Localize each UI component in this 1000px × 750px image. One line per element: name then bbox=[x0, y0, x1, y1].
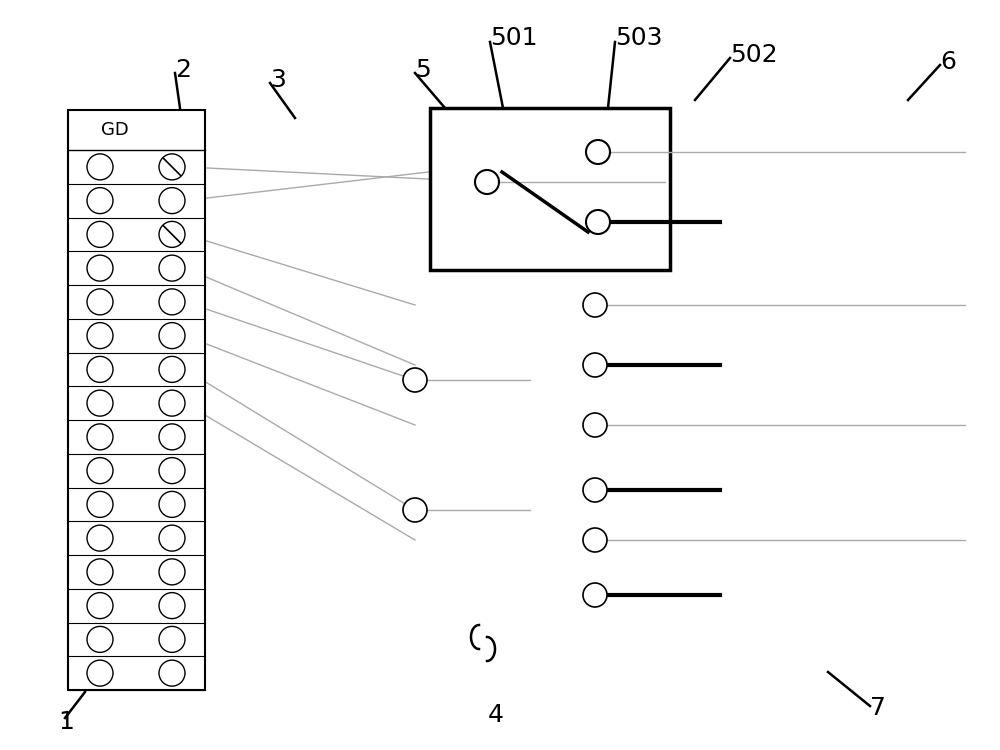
Circle shape bbox=[87, 390, 113, 416]
Text: 502: 502 bbox=[730, 43, 778, 67]
Text: 501: 501 bbox=[490, 26, 538, 50]
Circle shape bbox=[87, 491, 113, 517]
Text: 1: 1 bbox=[58, 710, 74, 734]
Text: 2: 2 bbox=[175, 58, 191, 82]
Circle shape bbox=[583, 528, 607, 552]
Circle shape bbox=[475, 170, 499, 194]
Circle shape bbox=[586, 210, 610, 234]
Circle shape bbox=[87, 525, 113, 551]
Text: 5: 5 bbox=[415, 58, 431, 82]
Circle shape bbox=[87, 660, 113, 686]
Circle shape bbox=[159, 626, 185, 652]
Bar bbox=[430, 108, 670, 270]
Circle shape bbox=[583, 478, 607, 502]
Circle shape bbox=[159, 458, 185, 484]
Circle shape bbox=[159, 221, 185, 248]
Circle shape bbox=[159, 525, 185, 551]
Circle shape bbox=[87, 559, 113, 585]
Bar bbox=[68, 110, 205, 690]
Text: 7: 7 bbox=[870, 696, 886, 720]
Circle shape bbox=[87, 322, 113, 349]
Text: 4: 4 bbox=[488, 703, 504, 727]
Circle shape bbox=[87, 424, 113, 450]
Circle shape bbox=[159, 188, 185, 214]
Circle shape bbox=[159, 289, 185, 315]
Circle shape bbox=[87, 255, 113, 281]
Circle shape bbox=[159, 559, 185, 585]
Circle shape bbox=[159, 356, 185, 382]
Circle shape bbox=[87, 289, 113, 315]
Circle shape bbox=[87, 356, 113, 382]
Text: GD: GD bbox=[101, 121, 129, 139]
Circle shape bbox=[583, 583, 607, 607]
Circle shape bbox=[159, 660, 185, 686]
Text: 6: 6 bbox=[940, 50, 956, 74]
Circle shape bbox=[159, 491, 185, 517]
Circle shape bbox=[87, 458, 113, 484]
Circle shape bbox=[87, 154, 113, 180]
Circle shape bbox=[583, 353, 607, 377]
Circle shape bbox=[87, 592, 113, 619]
Circle shape bbox=[87, 626, 113, 652]
Circle shape bbox=[159, 390, 185, 416]
Circle shape bbox=[159, 322, 185, 349]
Circle shape bbox=[583, 413, 607, 437]
Circle shape bbox=[586, 140, 610, 164]
Circle shape bbox=[403, 368, 427, 392]
Circle shape bbox=[87, 221, 113, 248]
Circle shape bbox=[159, 255, 185, 281]
Text: 503: 503 bbox=[615, 26, 662, 50]
Circle shape bbox=[159, 154, 185, 180]
Circle shape bbox=[159, 424, 185, 450]
Circle shape bbox=[159, 592, 185, 619]
Circle shape bbox=[583, 293, 607, 317]
Circle shape bbox=[403, 498, 427, 522]
Circle shape bbox=[87, 188, 113, 214]
Text: 3: 3 bbox=[270, 68, 286, 92]
